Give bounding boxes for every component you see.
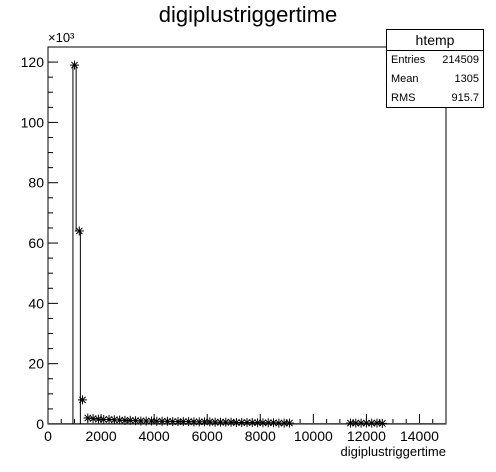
y-tick-label: 60 [28, 235, 44, 251]
stats-value: 915.7 [451, 92, 479, 104]
data-point [194, 417, 204, 427]
stats-value: 214509 [442, 54, 479, 66]
x-tick-label: 0 [44, 428, 52, 444]
data-point [77, 395, 87, 405]
x-tick-label: 14000 [400, 428, 439, 444]
stats-title: htemp [387, 30, 483, 51]
data-point [141, 416, 151, 426]
x-tick-label: 4000 [139, 428, 170, 444]
data-point [131, 416, 141, 426]
x-tick-label: 10000 [294, 428, 333, 444]
x-tick-label: 8000 [245, 428, 276, 444]
stats-value: 1305 [454, 73, 479, 85]
y-multiplier-label: ×10³ [48, 30, 75, 45]
data-point [279, 418, 289, 428]
x-tick-label: 6000 [192, 428, 223, 444]
x-tick-label: 2000 [85, 428, 116, 444]
data-point [361, 418, 371, 428]
data-point [284, 418, 294, 428]
stats-label: Entries [391, 54, 426, 66]
data-point [263, 418, 273, 428]
y-tick-label: 20 [28, 356, 44, 372]
x-axis-label: digiplustriggertime [340, 444, 447, 459]
data-point [93, 414, 103, 424]
y-tick-label: 40 [28, 295, 44, 311]
data-point [242, 417, 252, 427]
chart-title: digiplustriggertime [158, 2, 338, 27]
y-tick-label: 80 [28, 175, 44, 191]
stats-box: htemp Entries 214509 Mean 1305 RMS 915.7 [386, 29, 484, 108]
y-tick-label: 100 [21, 114, 45, 130]
stats-label: Mean [391, 73, 419, 85]
data-point [253, 418, 263, 428]
data-point [70, 60, 80, 70]
stats-row-entries: Entries 214509 [387, 51, 483, 70]
x-tick-label: 12000 [347, 428, 386, 444]
stats-row-mean: Mean 1305 [387, 70, 483, 89]
data-point [351, 418, 361, 428]
y-tick-label: 0 [36, 416, 44, 432]
y-tick-label: 120 [21, 54, 45, 70]
data-point [146, 416, 156, 426]
data-point [377, 418, 387, 428]
data-point [274, 418, 284, 428]
data-point [74, 226, 84, 236]
stats-label: RMS [391, 92, 416, 104]
stats-row-rms: RMS 915.7 [387, 89, 483, 108]
